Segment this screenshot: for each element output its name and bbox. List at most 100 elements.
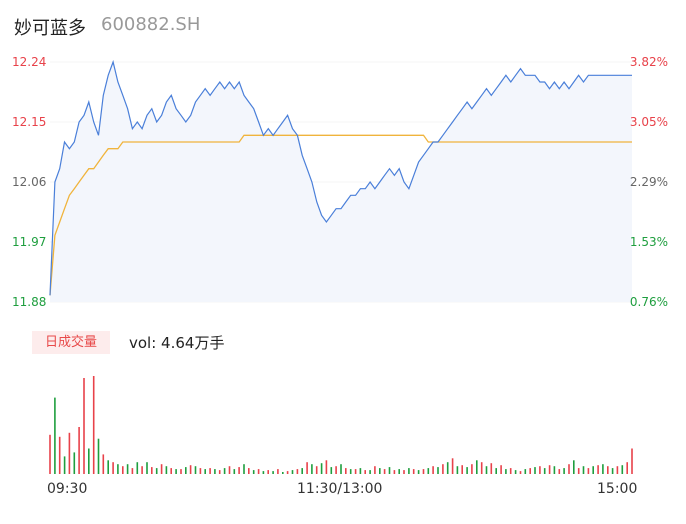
volume-bar [78,427,80,474]
volume-bar [437,467,439,474]
pct-tick-right: 1.53% [629,235,668,249]
volume-bar [267,470,269,474]
volume-bar [155,468,158,474]
volume-bar [490,463,493,474]
volume-bar [383,469,386,474]
volume-bar [388,467,391,474]
volume-bar [446,462,449,474]
volume-bar [296,469,299,474]
volume-bar [107,460,109,474]
volume-bar [248,468,250,474]
volume-bar [286,471,289,474]
pct-tick-right: 2.29% [629,175,668,189]
volume-bar [408,468,410,474]
volume-bar [88,448,90,474]
volume-bar [102,454,105,474]
pct-tick-right: 3.05% [629,115,668,129]
pct-tick-right: 3.82% [629,55,668,69]
avg-price-line [49,134,632,296]
volume-bar [398,469,400,474]
volume-bar [301,468,303,474]
volume-bar [160,464,163,474]
volume-readout: vol: 4.64万手 [129,334,225,352]
time-label-midday: 11:30/13:00 [297,481,383,497]
volume-bar [141,466,143,474]
volume-bar [257,469,260,474]
volume-bar [151,467,153,474]
volume-bar [412,469,415,474]
volume-bar [607,466,609,474]
volume-bar [539,466,541,474]
volume-bar [505,469,507,474]
volume-bar [582,466,585,474]
volume-bar [233,469,236,474]
volume-bar [272,471,274,474]
volume-bar [92,376,95,474]
volume-bar [170,468,172,474]
volume-bar [442,464,444,474]
volume-bar [112,462,114,474]
volume-bar [359,468,362,474]
volume-bar [54,397,56,474]
volume-bar [495,468,497,474]
volume-bar [209,468,211,474]
volume-bar [568,464,570,474]
volume-bar [393,470,396,474]
volume-bar [476,460,478,474]
volume-bar [427,468,430,474]
volume-bar [553,466,556,474]
volume-bar [524,469,527,474]
price-line [49,59,632,296]
volume-bar [330,467,333,474]
volume-bar [602,464,604,474]
volume-bar [417,470,420,474]
volume-bar [471,464,473,474]
volume-bar [461,465,463,474]
volume-bar [122,466,124,474]
volume-bar [214,469,216,474]
volume-bar [587,468,590,474]
volume-bar [306,462,308,474]
volume-bar [529,468,531,474]
price-area-fill [50,62,632,302]
volume-bar [543,468,546,474]
volume-bar [165,466,168,474]
volume-bar [136,462,139,474]
volume-bar [573,460,575,474]
volume-bar [73,452,76,474]
volume-bar [616,466,619,474]
volume-bar [189,465,192,474]
price-tick-left: 12.15 [12,115,47,129]
volume-bar [228,466,231,474]
volume-bar [252,470,255,474]
volume-bar [340,464,342,474]
volume-bar [243,464,245,474]
volume-bar [379,468,381,474]
price-tick-left: 11.97 [12,235,47,249]
volume-bar [548,465,551,474]
volume-bar [480,462,483,474]
volume-bar [345,468,347,474]
volume-bar [320,463,323,474]
volume-bar [335,466,337,474]
volume-bar [277,469,279,474]
volume-bar [577,468,580,474]
stock-name: 妙可蓝多 [14,18,86,39]
volume-bar [262,471,265,474]
volume-bar [49,434,51,474]
volume-bar [175,469,177,474]
volume-bar [282,472,284,474]
volume-bar [611,468,614,474]
volume-bar [456,466,459,474]
volume-bar [291,470,294,474]
volume-bar [126,464,129,474]
volume-bar [451,458,454,474]
volume-bar [146,462,148,474]
volume-bar [519,471,522,474]
volume-bar [374,466,376,474]
volume-bar [403,470,405,474]
price-tick-left: 12.06 [12,175,47,189]
volume-bar [514,470,517,474]
volume-tab[interactable]: 日成交量 [32,331,110,354]
volume-bar [621,465,624,474]
